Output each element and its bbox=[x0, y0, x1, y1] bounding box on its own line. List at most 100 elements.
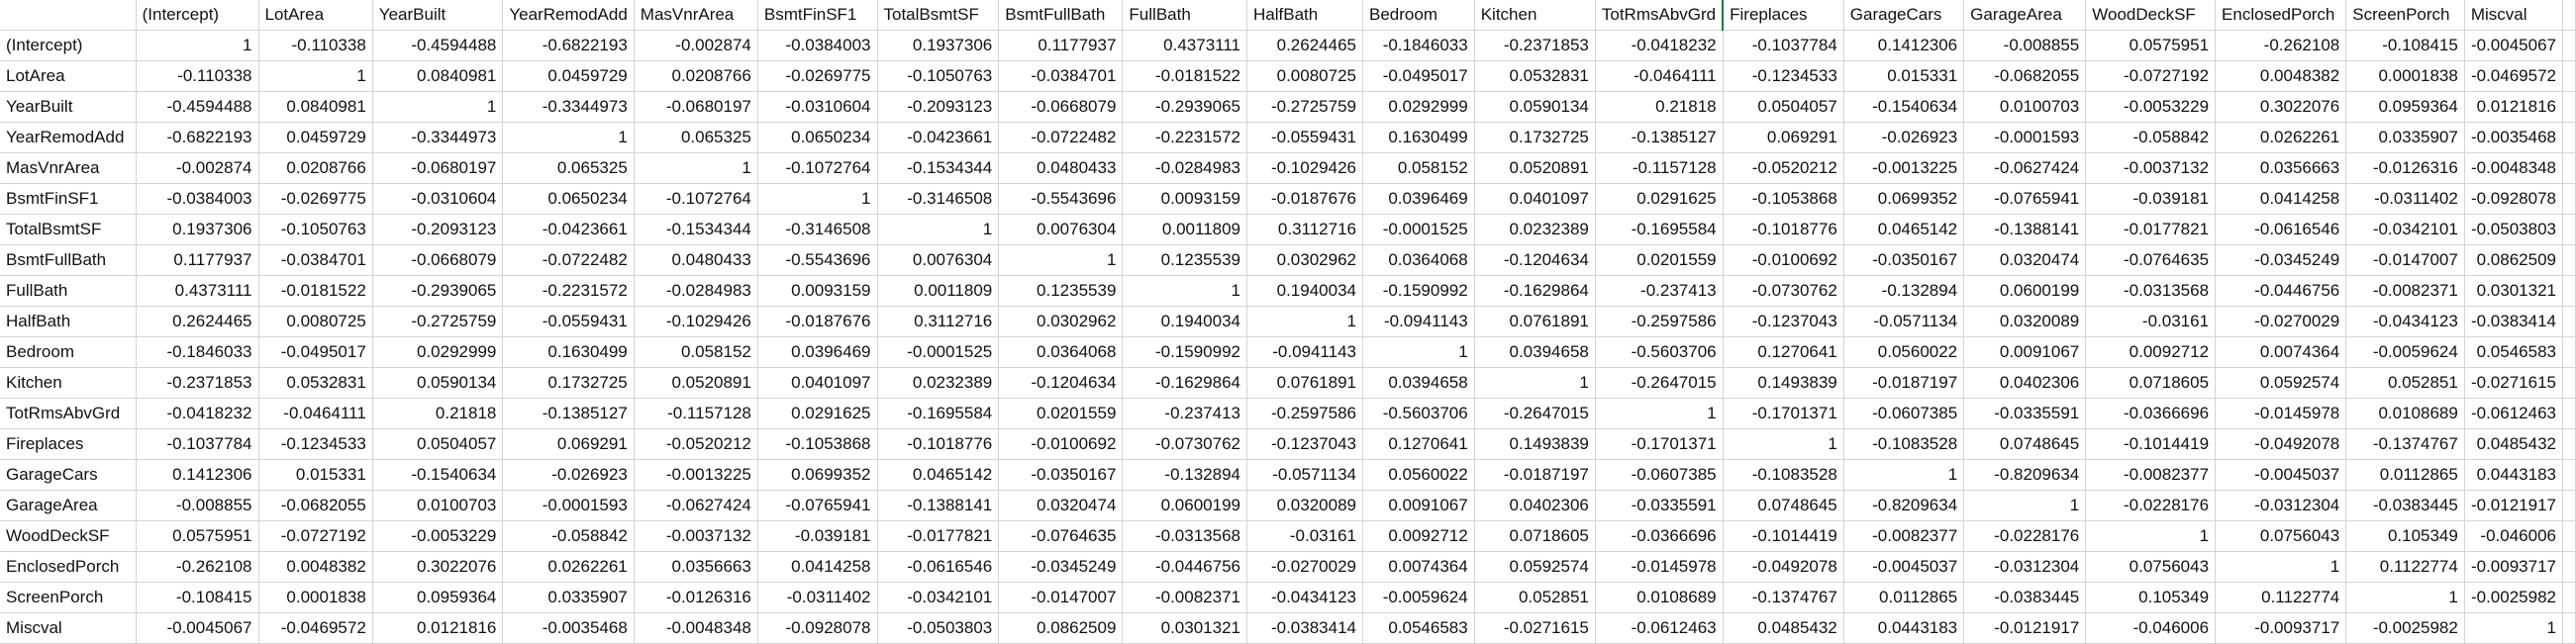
value-cell[interactable]: -0.1237043 bbox=[1246, 428, 1363, 460]
value-cell[interactable]: -0.0335591 bbox=[1963, 398, 2087, 429]
value-cell[interactable]: 0.0546583 bbox=[1362, 612, 1475, 644]
value-cell[interactable]: -0.0627424 bbox=[1963, 152, 2087, 184]
value-cell[interactable]: -0.008855 bbox=[1963, 30, 2087, 61]
value-cell[interactable]: 1 bbox=[1362, 336, 1475, 368]
value-cell[interactable]: -0.0446756 bbox=[2215, 275, 2347, 307]
value-cell[interactable]: 0.0301321 bbox=[1122, 612, 1247, 644]
value-cell[interactable]: -0.0177821 bbox=[2085, 214, 2217, 245]
row-label-cell[interactable]: WoodDeckSF bbox=[0, 520, 137, 552]
value-cell[interactable]: -0.1072764 bbox=[634, 183, 758, 215]
value-cell[interactable]: 0.0108689 bbox=[2345, 398, 2465, 429]
value-cell[interactable]: -0.0187676 bbox=[757, 306, 878, 337]
value-cell[interactable]: 0.065325 bbox=[634, 122, 758, 153]
empty-cell[interactable] bbox=[2562, 91, 2576, 123]
value-cell[interactable]: 0.0959364 bbox=[372, 582, 504, 613]
value-cell[interactable]: -0.0093717 bbox=[2215, 612, 2347, 644]
value-cell[interactable]: 0.0756043 bbox=[2215, 520, 2347, 552]
value-cell[interactable]: -0.1385127 bbox=[1595, 122, 1724, 153]
value-cell[interactable]: 0.0093159 bbox=[757, 275, 878, 307]
value-cell[interactable]: -0.1204634 bbox=[1474, 244, 1596, 276]
value-cell[interactable]: 0.0232389 bbox=[877, 367, 1000, 399]
value-cell[interactable]: 0.3022076 bbox=[2215, 91, 2347, 123]
value-cell[interactable]: 0.0394658 bbox=[1474, 336, 1596, 368]
value-cell[interactable]: 0.0520891 bbox=[1474, 152, 1596, 184]
value-cell[interactable]: -0.2939065 bbox=[1122, 91, 1247, 123]
value-cell[interactable]: 0.0048382 bbox=[2215, 60, 2347, 92]
value-cell[interactable]: -0.0680197 bbox=[372, 152, 504, 184]
empty-cell[interactable] bbox=[2562, 336, 2576, 368]
value-cell[interactable]: -0.2231572 bbox=[1122, 122, 1247, 153]
value-cell[interactable]: -0.0503803 bbox=[2464, 214, 2564, 245]
empty-cell[interactable] bbox=[2562, 551, 2576, 583]
value-cell[interactable]: -0.2647015 bbox=[1595, 367, 1724, 399]
value-cell[interactable]: -0.1083528 bbox=[1723, 459, 1844, 491]
value-cell[interactable]: 0.1270641 bbox=[1362, 428, 1475, 460]
value-cell[interactable]: -0.1157128 bbox=[1595, 152, 1724, 184]
value-cell[interactable]: 0.1412306 bbox=[136, 459, 259, 491]
value-cell[interactable]: 0.0100703 bbox=[372, 490, 504, 521]
value-cell[interactable]: -0.0342101 bbox=[2345, 214, 2465, 245]
value-cell[interactable]: -0.1388141 bbox=[877, 490, 1000, 521]
value-cell[interactable]: -0.1018776 bbox=[877, 428, 1000, 460]
value-cell[interactable]: -0.0187197 bbox=[1843, 367, 1965, 399]
value-cell[interactable]: 0.4373111 bbox=[1122, 30, 1247, 61]
value-cell[interactable]: -0.237413 bbox=[1595, 275, 1724, 307]
value-cell[interactable]: 0.0074364 bbox=[1362, 551, 1475, 583]
row-label-cell[interactable]: (Intercept) bbox=[0, 30, 137, 61]
value-cell[interactable]: -0.0469572 bbox=[2464, 60, 2564, 92]
value-cell[interactable]: 0.0699352 bbox=[757, 459, 878, 491]
value-cell[interactable]: -0.0464111 bbox=[1595, 60, 1724, 92]
value-cell[interactable]: 0.0414258 bbox=[2215, 183, 2347, 215]
value-cell[interactable]: -0.4594488 bbox=[372, 30, 504, 61]
value-cell[interactable]: 0.1493839 bbox=[1474, 428, 1596, 460]
value-cell[interactable]: 1 bbox=[1723, 428, 1844, 460]
value-cell[interactable]: 0.0592574 bbox=[1474, 551, 1596, 583]
column-header-cell[interactable]: YearBuilt bbox=[372, 0, 504, 31]
value-cell[interactable]: 0.0600199 bbox=[1963, 275, 2087, 307]
value-cell[interactable]: 1 bbox=[1474, 367, 1596, 399]
value-cell[interactable]: -0.0335591 bbox=[1595, 490, 1724, 521]
value-cell[interactable]: 1 bbox=[258, 60, 373, 92]
value-cell[interactable]: 0.0092712 bbox=[1362, 520, 1475, 552]
value-cell[interactable]: -0.0350167 bbox=[1843, 244, 1965, 276]
value-cell[interactable]: 1 bbox=[502, 122, 635, 153]
value-cell[interactable]: -0.0469572 bbox=[258, 612, 373, 644]
value-cell[interactable]: 0.1630499 bbox=[1362, 122, 1475, 153]
value-cell[interactable]: 0.1412306 bbox=[1843, 30, 1965, 61]
value-cell[interactable]: -0.0053229 bbox=[2085, 91, 2217, 123]
value-cell[interactable]: -0.0126316 bbox=[634, 582, 758, 613]
value-cell[interactable]: -0.0464111 bbox=[258, 398, 373, 429]
value-cell[interactable]: -0.0147007 bbox=[2345, 244, 2465, 276]
value-cell[interactable]: -0.0384003 bbox=[757, 30, 878, 61]
value-cell[interactable]: 0.0485432 bbox=[2464, 428, 2564, 460]
value-cell[interactable]: 0.1940034 bbox=[1122, 306, 1247, 337]
value-cell[interactable]: 0.0011809 bbox=[877, 275, 1000, 307]
value-cell[interactable]: -0.0571134 bbox=[1843, 306, 1965, 337]
value-cell[interactable]: -0.008855 bbox=[136, 490, 259, 521]
value-cell[interactable]: -0.0025982 bbox=[2345, 612, 2465, 644]
value-cell[interactable]: 0.0402306 bbox=[1474, 490, 1596, 521]
value-cell[interactable]: 0.0560022 bbox=[1362, 459, 1475, 491]
value-cell[interactable]: 0.105349 bbox=[2345, 520, 2465, 552]
value-cell[interactable]: -0.058842 bbox=[2085, 122, 2217, 153]
value-cell[interactable]: 0.0291625 bbox=[757, 398, 878, 429]
column-header-cell[interactable]: GarageArea bbox=[1963, 0, 2087, 31]
value-cell[interactable]: 0.0092712 bbox=[2085, 336, 2217, 368]
value-cell[interactable]: -0.108415 bbox=[136, 582, 259, 613]
value-cell[interactable]: 0.3112716 bbox=[1246, 214, 1363, 245]
value-cell[interactable]: -0.1374767 bbox=[1723, 582, 1844, 613]
empty-cell[interactable] bbox=[2562, 490, 2576, 521]
value-cell[interactable]: 1 bbox=[136, 30, 259, 61]
column-header-cell[interactable]: Bedroom bbox=[1362, 0, 1475, 31]
value-cell[interactable]: -0.0345249 bbox=[2215, 244, 2347, 276]
value-cell[interactable]: -0.0384701 bbox=[998, 60, 1124, 92]
value-cell[interactable]: 1 bbox=[998, 244, 1124, 276]
value-cell[interactable]: -0.0270029 bbox=[2215, 306, 2347, 337]
empty-cell[interactable] bbox=[2562, 0, 2576, 31]
value-cell[interactable]: 0.0091067 bbox=[1963, 336, 2087, 368]
value-cell[interactable]: -0.0434123 bbox=[2345, 306, 2465, 337]
value-cell[interactable]: 0.0650234 bbox=[757, 122, 878, 153]
value-cell[interactable]: 0.1235539 bbox=[998, 275, 1124, 307]
value-cell[interactable]: -0.1701371 bbox=[1723, 398, 1844, 429]
value-cell[interactable]: -0.0284983 bbox=[1122, 152, 1247, 184]
